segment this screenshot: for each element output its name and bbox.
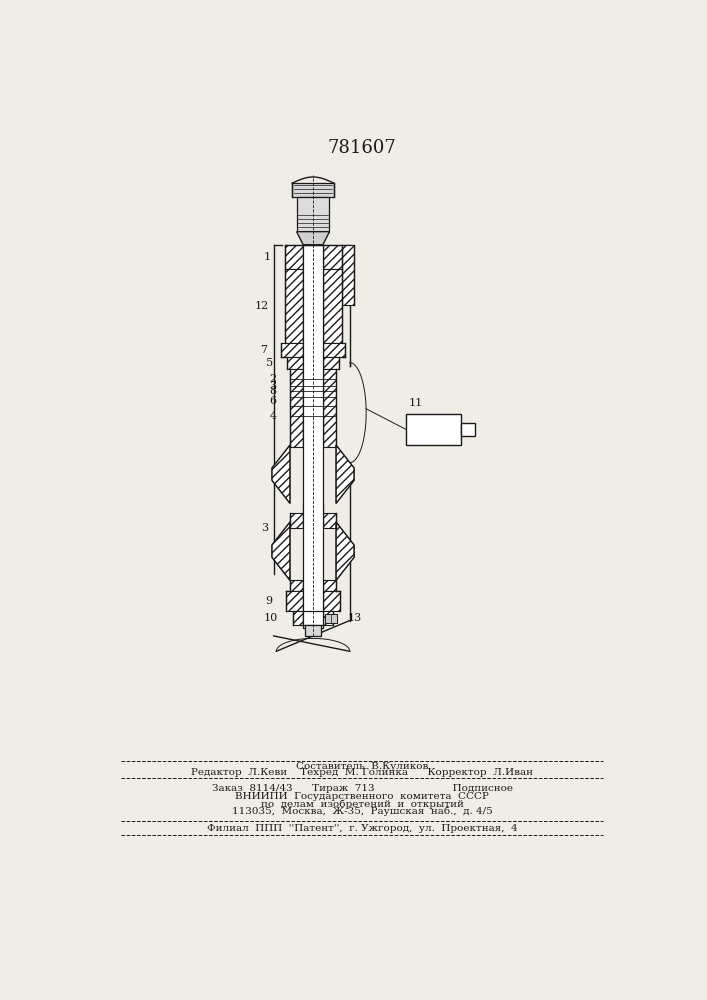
- Bar: [290, 369, 303, 447]
- Text: 113035,  Москва,  Ж-35,  Раушская  наб.,  д. 4/5: 113035, Москва, Ж-35, Раушская наб., д. …: [232, 807, 493, 816]
- Bar: [341, 245, 354, 305]
- Text: 1: 1: [264, 252, 271, 262]
- Text: 11: 11: [409, 398, 423, 408]
- Bar: [303, 503, 323, 513]
- Text: Заказ  8114/43      Тираж  713                        Подписное: Заказ 8114/43 Тираж 713 Подписное: [212, 784, 513, 793]
- Bar: [325, 614, 337, 623]
- Bar: [303, 245, 323, 628]
- Text: 2: 2: [269, 374, 276, 384]
- Text: 5: 5: [266, 358, 273, 368]
- Bar: [284, 269, 303, 343]
- Text: 781607: 781607: [328, 139, 397, 157]
- Text: ВНИИПИ  Государственного  комитета  СССР: ВНИИПИ Государственного комитета СССР: [235, 792, 489, 801]
- Text: Редактор  Л.Кеви    Техред  М. Голинка      Корректор  Л.Иван: Редактор Л.Кеви Техред М. Голинка Коррек…: [192, 768, 533, 777]
- Bar: [303, 245, 323, 269]
- Polygon shape: [272, 445, 290, 503]
- Text: 8: 8: [269, 386, 276, 396]
- Bar: [286, 591, 303, 611]
- Bar: [303, 357, 323, 369]
- Bar: [323, 269, 341, 343]
- Text: 9: 9: [265, 596, 272, 606]
- Bar: [303, 513, 323, 528]
- Bar: [303, 269, 323, 343]
- Bar: [303, 343, 323, 357]
- Bar: [323, 343, 345, 357]
- Text: Филиал  ППП  ''Патент'',  г. Ужгород,  ул.  Проектная,  4: Филиал ППП ''Патент'', г. Ужгород, ул. П…: [207, 824, 518, 833]
- Bar: [323, 591, 341, 611]
- Polygon shape: [297, 232, 329, 245]
- Bar: [284, 245, 303, 269]
- Text: по  делам  изобретений  и  открытий: по делам изобретений и открытий: [261, 799, 464, 809]
- Bar: [290, 580, 303, 591]
- Text: 7: 7: [261, 345, 267, 355]
- Bar: [323, 369, 336, 447]
- Bar: [303, 611, 323, 625]
- Polygon shape: [336, 445, 354, 503]
- Text: 12: 12: [255, 301, 269, 311]
- Bar: [323, 357, 339, 369]
- Bar: [323, 245, 341, 269]
- Polygon shape: [336, 522, 354, 580]
- Text: Составитель  В.Куликов: Составитель В.Куликов: [296, 762, 428, 771]
- Bar: [323, 513, 336, 528]
- Polygon shape: [272, 522, 290, 580]
- Bar: [323, 611, 333, 625]
- Bar: [287, 357, 303, 369]
- Bar: [297, 197, 329, 232]
- Bar: [305, 625, 321, 636]
- Bar: [461, 423, 474, 436]
- Bar: [323, 580, 336, 591]
- Bar: [303, 369, 323, 447]
- Text: 3: 3: [261, 523, 268, 533]
- Bar: [303, 591, 323, 611]
- Text: 6: 6: [269, 396, 276, 406]
- Bar: [293, 611, 303, 625]
- Text: 13: 13: [348, 613, 363, 623]
- Text: 3: 3: [269, 381, 276, 391]
- Bar: [407, 414, 461, 445]
- Text: 10: 10: [264, 613, 278, 623]
- Bar: [281, 343, 303, 357]
- Text: 4: 4: [269, 411, 276, 421]
- Bar: [292, 183, 334, 197]
- Bar: [303, 580, 323, 591]
- Bar: [290, 513, 303, 528]
